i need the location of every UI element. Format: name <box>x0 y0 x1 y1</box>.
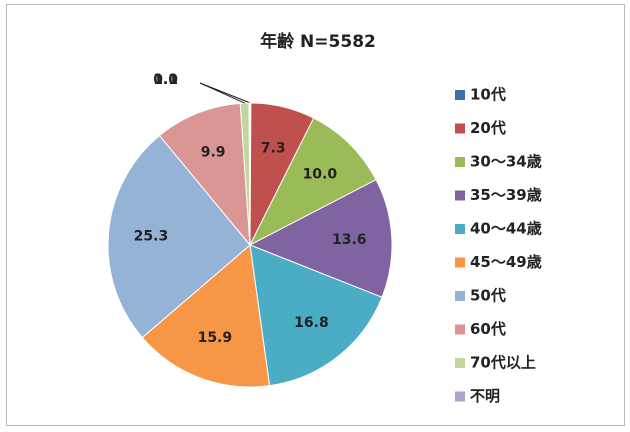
legend-swatch <box>455 90 465 100</box>
pie-slice <box>248 102 251 246</box>
legend-swatch <box>455 358 465 368</box>
legend-label: 60代 <box>470 320 506 338</box>
legend-label: 45～49歳 <box>470 253 542 271</box>
chart-title: 年齢 N=5582 <box>260 31 376 52</box>
data-label: 0.1 <box>153 72 178 88</box>
data-label: 7.3 <box>261 140 286 156</box>
data-label: 10.0 <box>303 166 338 182</box>
pie-slice <box>248 179 393 298</box>
data-label: 1.0 <box>153 72 178 88</box>
data-label: 9.9 <box>201 145 226 161</box>
legend-label: 40～44歳 <box>470 220 542 238</box>
pie-slice <box>107 134 251 339</box>
legend-label: 35～39歳 <box>470 186 542 204</box>
legend-label: 70代以上 <box>470 354 536 372</box>
data-label: 16.8 <box>294 315 329 331</box>
data-label: 25.3 <box>134 229 169 245</box>
pie-slice <box>249 244 383 387</box>
legend-label: 30～34歳 <box>470 153 542 171</box>
pie-slice <box>158 102 251 247</box>
legend-swatch <box>455 257 465 268</box>
legend-swatch <box>455 157 465 167</box>
leader-line <box>199 82 245 104</box>
data-label: 15.9 <box>198 330 233 346</box>
legend-swatch <box>455 123 465 134</box>
pie-slice <box>141 244 271 388</box>
legend-swatch <box>455 190 465 201</box>
legend-label: 20代 <box>470 119 506 137</box>
legend-label: 不明 <box>470 387 500 405</box>
legend-swatch <box>455 324 465 335</box>
legend-label: 10代 <box>470 86 506 104</box>
pie-slice <box>248 117 377 247</box>
legend-swatch <box>455 391 465 402</box>
legend-label: 50代 <box>470 287 506 305</box>
legend-swatch <box>455 224 465 234</box>
data-label: 13.6 <box>332 232 367 248</box>
legend-swatch <box>455 291 465 301</box>
